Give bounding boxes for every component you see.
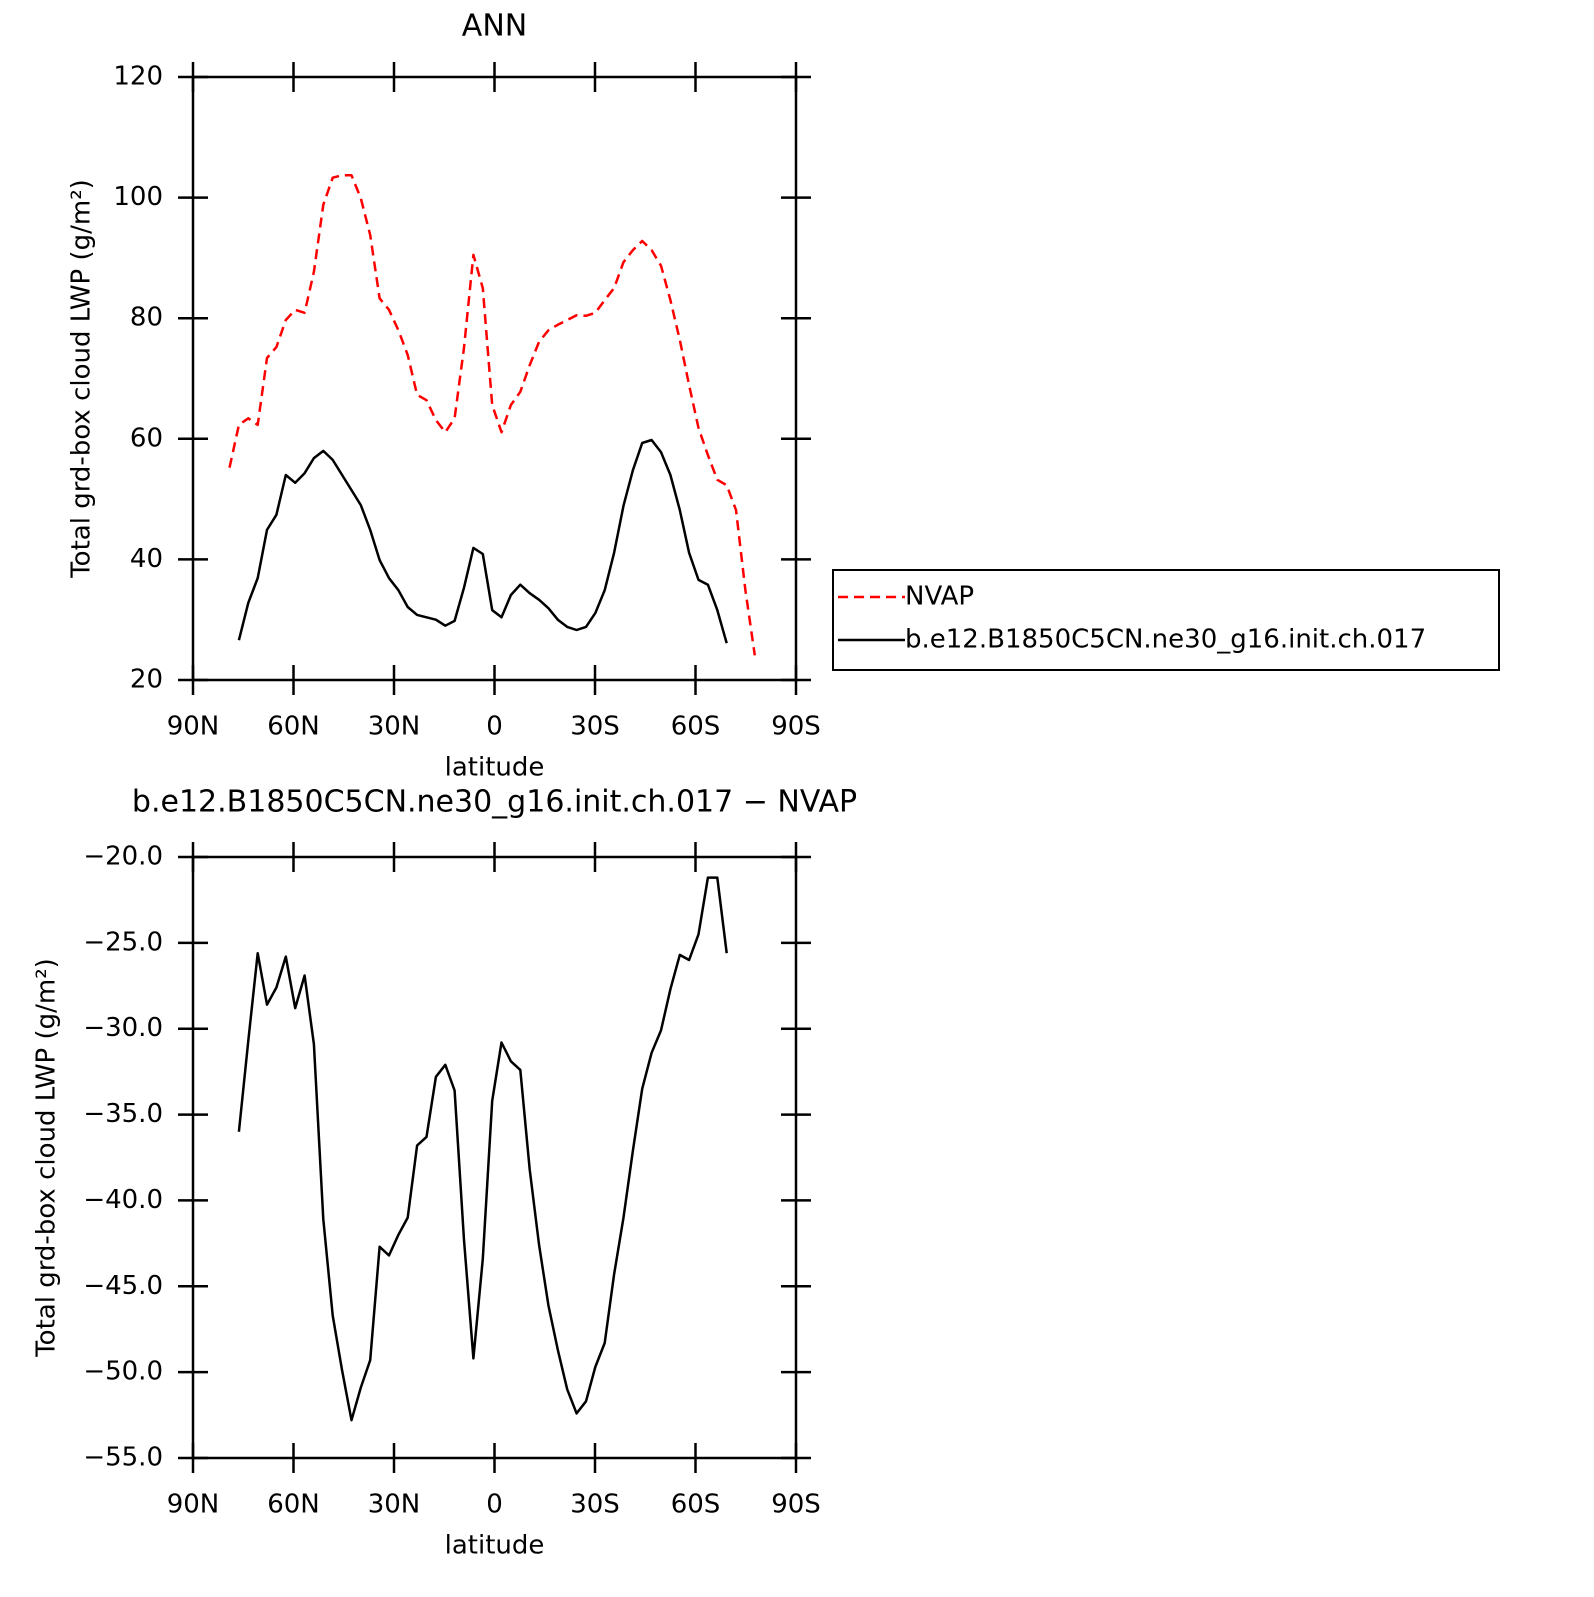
y-tick-label: −55.0 <box>83 1443 163 1473</box>
y-tick-label: −20.0 <box>83 842 163 872</box>
plot-frame <box>191 75 798 682</box>
y-tick-label: −40.0 <box>83 1185 163 1215</box>
x-tick-label: 60N <box>267 1490 320 1520</box>
x-axis-label: latitude <box>445 753 545 783</box>
y-tick-label: 60 <box>130 423 163 453</box>
chart-title: b.e12.B1850C5CN.ne30_g16.init.ch.017 − N… <box>132 785 857 820</box>
legend-label: b.e12.B1850C5CN.ne30_g16.init.ch.017 <box>905 625 1426 655</box>
y-axis-label: Total grd-box cloud LWP (g/m²) <box>32 958 62 1358</box>
y-tick-label: 40 <box>130 544 163 574</box>
y-tick-label: −30.0 <box>83 1013 163 1043</box>
x-tick-label: 0 <box>486 1490 503 1520</box>
series-line <box>228 174 757 656</box>
x-tick-label: 90N <box>167 712 220 742</box>
y-tick-label: 100 <box>113 182 163 212</box>
x-tick-label: 30N <box>368 712 421 742</box>
y-tick-label: 120 <box>113 62 163 92</box>
y-tick-label: −50.0 <box>83 1357 163 1387</box>
x-tick-label: 0 <box>486 712 503 742</box>
series-line <box>237 876 728 1422</box>
x-tick-label: 60S <box>671 1490 721 1520</box>
chart-title: ANN <box>462 9 527 44</box>
x-axis-label: latitude <box>445 1531 545 1561</box>
y-tick-label: −25.0 <box>83 927 163 957</box>
x-tick-label: 90S <box>771 712 821 742</box>
x-tick-label: 90S <box>771 1490 821 1520</box>
x-tick-label: 30S <box>570 1490 620 1520</box>
x-tick-label: 60S <box>671 712 721 742</box>
legend-label: NVAP <box>905 582 974 612</box>
series-line <box>237 438 728 644</box>
y-tick-label: −45.0 <box>83 1271 163 1301</box>
x-tick-label: 60N <box>267 712 320 742</box>
y-tick-label: −35.0 <box>83 1099 163 1129</box>
y-tick-label: 80 <box>130 303 163 333</box>
y-axis-label: Total grd-box cloud LWP (g/m²) <box>67 179 97 579</box>
x-tick-label: 90N <box>167 1490 220 1520</box>
legend-box <box>832 569 1500 671</box>
plot-frame <box>191 855 798 1460</box>
y-tick-label: 20 <box>130 665 163 695</box>
x-tick-label: 30S <box>570 712 620 742</box>
x-tick-label: 30N <box>368 1490 421 1520</box>
